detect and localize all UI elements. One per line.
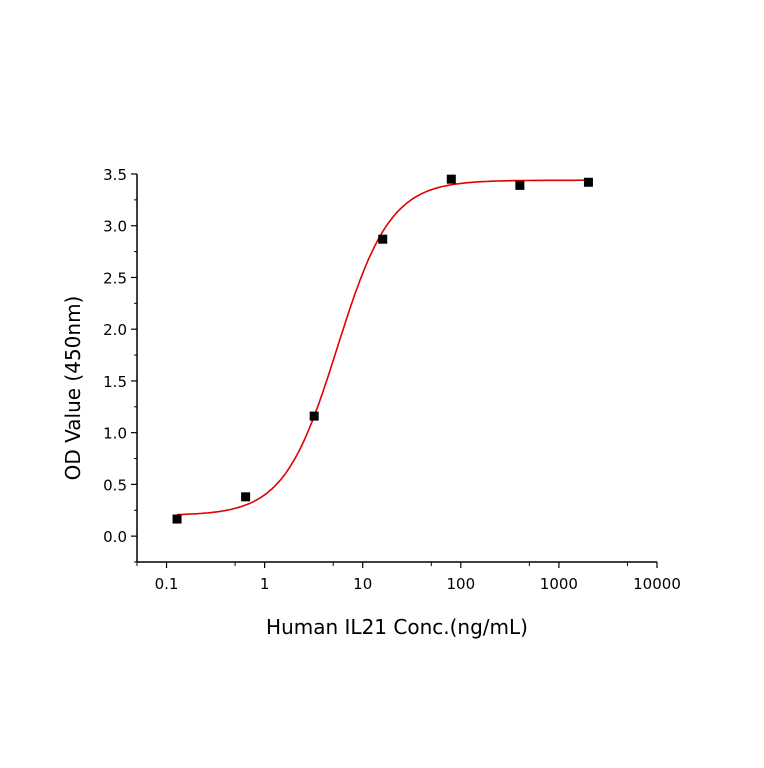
axes: 0.0 0.5 1.0 1.5 2.0 2.5 3.0 3.5 0.1 1 10 100 1000 100… xyxy=(103,166,681,593)
x-tick-label: 100 xyxy=(446,575,475,593)
x-axis-label: Human IL21 Conc.(ng/mL) xyxy=(266,615,528,639)
x-tick-label: 0.1 xyxy=(155,575,179,593)
data-point xyxy=(172,514,182,524)
data-point xyxy=(515,180,525,190)
x-tick-label: 10 xyxy=(353,575,372,593)
data-point xyxy=(241,492,251,502)
y-tick-label: 1.0 xyxy=(103,425,127,443)
data-point xyxy=(583,177,593,187)
data-point xyxy=(378,234,388,244)
x-tick-label: 1 xyxy=(260,575,270,593)
x-tick-label: 1000 xyxy=(540,575,578,593)
data-point xyxy=(309,411,319,421)
y-tick-label: 3.5 xyxy=(103,166,127,184)
y-tick-label: 3.0 xyxy=(103,218,127,236)
y-tick-label: 2.0 xyxy=(103,321,127,339)
data-points xyxy=(172,174,593,524)
y-tick-label: 1.5 xyxy=(103,373,127,391)
data-point xyxy=(446,174,456,184)
y-tick-label: 0.0 xyxy=(103,528,127,546)
x-tick-label: 10000 xyxy=(633,575,681,593)
y-tick-label: 2.5 xyxy=(103,269,127,287)
y-tick-label: 0.5 xyxy=(103,476,127,494)
fit-curve xyxy=(177,179,589,516)
y-axis-label: OD Value (450nm) xyxy=(61,296,85,481)
